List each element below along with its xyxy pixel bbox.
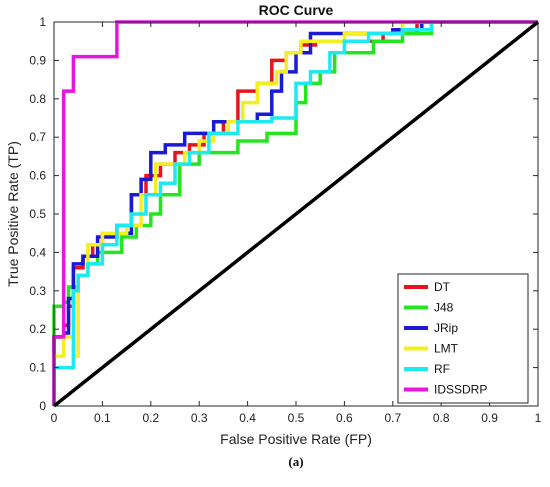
- x-tick-label: 0.4: [239, 411, 256, 425]
- x-tick-label: 1: [535, 411, 542, 425]
- x-tick-label: 0.8: [433, 411, 450, 425]
- y-tick-label: 0.3: [29, 284, 46, 298]
- y-tick-label: 0.6: [29, 169, 46, 183]
- y-tick-label: 0.1: [29, 361, 46, 375]
- legend-label-dt: DT: [434, 280, 451, 294]
- y-tick-label: 0.7: [29, 130, 46, 144]
- x-tick-label: 0.1: [94, 411, 111, 425]
- figure-caption: (a): [288, 454, 303, 469]
- legend-label-rf: RF: [434, 362, 450, 376]
- legend-box: [397, 273, 529, 404]
- x-tick-label: 0.5: [288, 411, 305, 425]
- x-tick-label: 0.6: [336, 411, 353, 425]
- x-tick-label: 0.2: [142, 411, 159, 425]
- y-tick-label: 0.4: [29, 245, 46, 259]
- y-tick-label: 0.8: [29, 92, 46, 106]
- legend: DT J48 JRip LMT RF IDSSDRP: [397, 273, 529, 404]
- chart-title: ROC Curve: [259, 2, 334, 18]
- legend-label-lmt: LMT: [434, 342, 459, 356]
- legend-label-j48: J48: [434, 301, 454, 315]
- y-axis-label: True Positive Rate (TP): [5, 141, 21, 287]
- x-tick-label: 0.3: [191, 411, 208, 425]
- y-tick-label: 0.9: [29, 53, 46, 67]
- x-tick-label: 0: [51, 411, 58, 425]
- legend-label-idssdrp: IDSSDRP: [434, 383, 487, 397]
- y-tick-label: 0.5: [29, 207, 46, 221]
- y-tick-label: 0: [39, 399, 46, 413]
- legend-label-jrip: JRip: [434, 321, 458, 335]
- y-tick-label: 0.2: [29, 322, 46, 336]
- ticks-layer: 0 0.1 0.2 0.3 0.4 0.5 0.6 0.7 0.8 0.9 1 0 0.1 0.2 0.3 0…: [29, 15, 541, 425]
- x-tick-label: 0.9: [481, 411, 498, 425]
- x-axis-label: False Positive Rate (FP): [220, 431, 372, 447]
- x-tick-label: 0.7: [384, 411, 401, 425]
- chance-diagonal-line: [52, 20, 540, 408]
- series-line-rf: [52, 20, 538, 406]
- y-tick-label: 1: [39, 15, 46, 29]
